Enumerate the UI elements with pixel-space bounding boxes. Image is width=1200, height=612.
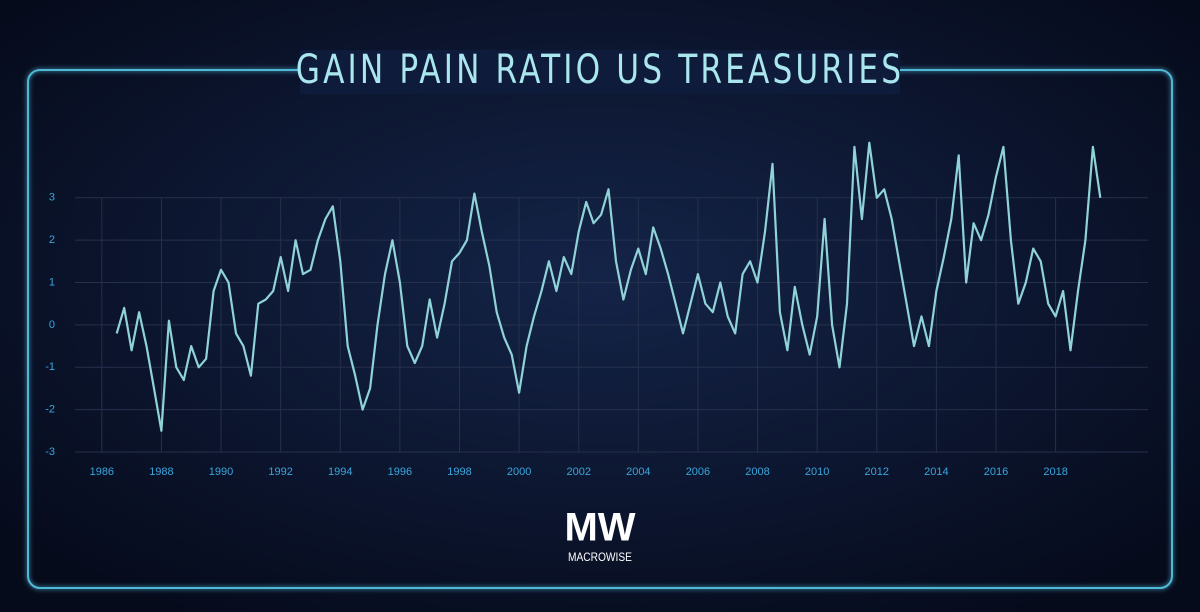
x-tick-label: 1998 xyxy=(447,466,471,478)
y-tick-label: 3 xyxy=(49,192,55,204)
y-tick-label: -2 xyxy=(45,404,55,416)
y-tick-label: 0 xyxy=(49,319,55,331)
y-tick-label: -3 xyxy=(45,446,55,458)
y-tick-label: -1 xyxy=(45,361,55,373)
x-tick-label: 1994 xyxy=(328,466,352,478)
y-tick-label: 1 xyxy=(49,276,55,288)
x-tick-label: 2008 xyxy=(745,466,769,478)
chart-title: GAIN PAIN RATIO US TREASURIES xyxy=(296,47,904,93)
x-tick-label: 2004 xyxy=(626,466,650,478)
x-tick-label: 1988 xyxy=(149,466,173,478)
x-tick-label: 2012 xyxy=(865,466,889,478)
logo-mark: MW xyxy=(564,506,635,550)
x-tick-label: 2002 xyxy=(566,466,590,478)
x-tick-label: 1986 xyxy=(90,466,114,478)
x-tick-label: 2014 xyxy=(924,466,948,478)
x-tick-label: 1992 xyxy=(268,466,292,478)
title-backdrop xyxy=(300,50,900,94)
x-tick-label: 2006 xyxy=(686,466,710,478)
data-line xyxy=(115,141,1102,432)
y-tick-label: 2 xyxy=(49,234,55,246)
x-tick-label: 1996 xyxy=(388,466,412,478)
logo-name: MACROWISE xyxy=(568,551,632,564)
x-tick-label: 2000 xyxy=(507,466,531,478)
x-tick-label: 1990 xyxy=(209,466,233,478)
x-tick-label: 2016 xyxy=(984,466,1008,478)
x-tick-label: 2018 xyxy=(1043,466,1067,478)
x-tick-label: 2010 xyxy=(805,466,829,478)
